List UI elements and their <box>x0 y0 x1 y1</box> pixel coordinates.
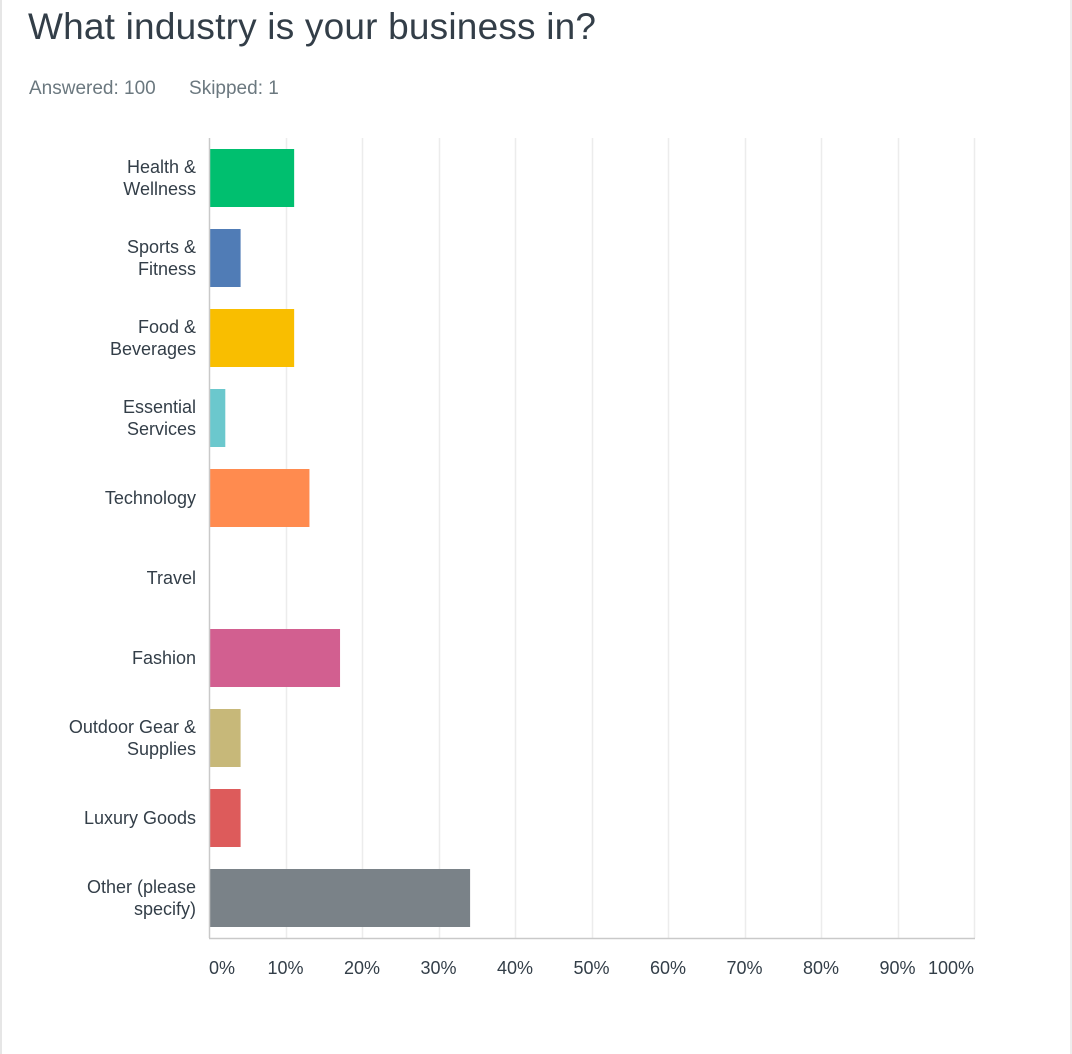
category-label-line: Luxury Goods <box>84 808 196 828</box>
category-label-line: Wellness <box>123 179 196 199</box>
category-label-line: Sports & <box>127 237 196 257</box>
x-tick-label: 80% <box>803 958 839 978</box>
response-stats: Answered: 100 Skipped: 1 <box>29 78 279 100</box>
x-tick-label: 60% <box>650 958 686 978</box>
category-label-line: Other (please <box>87 877 196 897</box>
category-label-line: Travel <box>147 568 196 588</box>
bar <box>210 789 241 847</box>
category-label-line: Beverages <box>110 339 196 359</box>
panel-right-border <box>1070 0 1072 1054</box>
skipped-count: Skipped: 1 <box>189 78 279 99</box>
answered-count: Answered: 100 <box>29 78 156 99</box>
category-label: Other (please specify) <box>87 877 196 919</box>
category-label-line: Outdoor Gear & <box>69 717 196 737</box>
bar <box>210 709 241 767</box>
category-label-line: Fashion <box>132 648 196 668</box>
bar <box>210 309 295 367</box>
category-label: Travel <box>147 568 196 588</box>
bar <box>210 229 241 287</box>
category-label: Technology <box>105 488 196 508</box>
bar <box>210 149 295 207</box>
x-tick-label: 20% <box>344 958 380 978</box>
category-label-line: Technology <box>105 488 196 508</box>
x-tick-label: 70% <box>726 958 762 978</box>
category-label-line: Fitness <box>138 259 196 279</box>
category-label: Outdoor Gear & Supplies <box>69 717 196 759</box>
bar <box>210 629 341 687</box>
x-tick-label: 100% <box>928 958 974 978</box>
category-label: Luxury Goods <box>84 808 196 828</box>
category-label-line: Supplies <box>127 739 196 759</box>
x-tick-label: 40% <box>497 958 533 978</box>
bar <box>210 389 226 447</box>
x-tick-label: 30% <box>420 958 456 978</box>
x-tick-label: 0% <box>209 958 235 978</box>
category-label: Food & Beverages <box>110 317 196 359</box>
x-tick-label: 10% <box>267 958 303 978</box>
category-label-line: specify) <box>134 899 196 919</box>
category-label: Health & Wellness <box>123 157 196 199</box>
category-label-line: Essential <box>123 397 196 417</box>
question-title: What industry is your business in? <box>28 6 597 47</box>
panel-left-border <box>0 0 2 1054</box>
category-label: Essential Services <box>123 397 196 439</box>
category-label-line: Health & <box>127 157 196 177</box>
category-label-line: Services <box>127 419 196 439</box>
category-label: Fashion <box>132 648 196 668</box>
x-tick-label: 50% <box>573 958 609 978</box>
bar <box>210 869 471 927</box>
category-label: Sports & Fitness <box>127 237 196 279</box>
category-label-line: Food & <box>138 317 196 337</box>
bar <box>210 469 310 527</box>
x-tick-label: 90% <box>879 958 915 978</box>
